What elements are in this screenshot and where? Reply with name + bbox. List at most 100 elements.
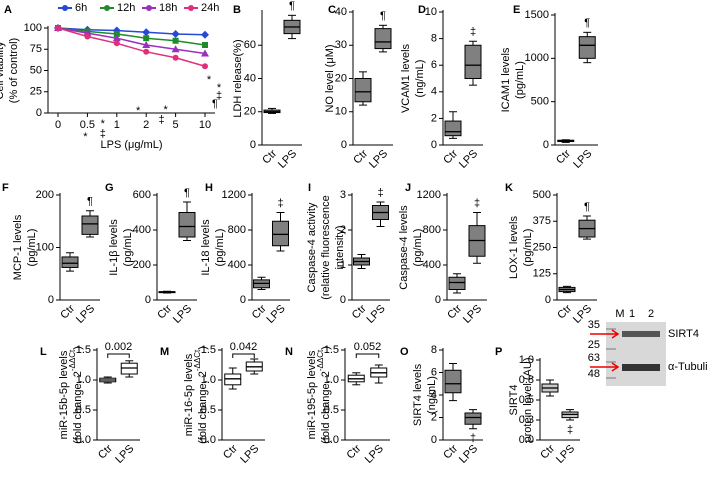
p-value-bracket (355, 353, 380, 358)
y-axis-label: IL-1β levels (108, 219, 120, 276)
y-axis-label-text: (pg/mL) (26, 229, 38, 267)
data-point (113, 30, 120, 37)
y-tick-label: 60 (244, 39, 256, 51)
y-axis-label-text: protein level (AU) (522, 358, 534, 443)
y-axis-label: (pg/mL) (214, 229, 226, 267)
y-tick-label: 200 (133, 259, 151, 271)
y-tick-label: 1.5 (76, 344, 91, 356)
y-tick-label: 100 (36, 241, 54, 253)
significance-mark: ¶ (289, 0, 295, 12)
box (444, 369, 462, 394)
box (444, 120, 462, 137)
blot-band (622, 331, 660, 337)
significance-mark: * (136, 105, 141, 117)
y-tick-label: 1200 (222, 189, 246, 201)
data-point (171, 29, 180, 38)
data-point (143, 35, 150, 42)
y-axis-label-text: (relative fluorescence (320, 195, 332, 300)
x-tick-label: 1 (114, 119, 120, 131)
y-tick-label: 400 (133, 224, 151, 236)
significance-mark: ‡ (216, 90, 222, 102)
data-point (142, 28, 151, 37)
x-tick-label: LPS (457, 148, 480, 171)
y-axis-label-sup: -ΔΔCt (68, 349, 77, 371)
significance-mark: ‡ (100, 128, 106, 140)
panel-label: B (233, 4, 241, 16)
significance-mark: ¶ (212, 98, 218, 110)
data-point (202, 42, 208, 48)
data-point (113, 40, 120, 47)
y-axis-label-end: ) (197, 346, 209, 350)
y-axis-label-text: IL-18 levels (200, 219, 212, 276)
data-point (172, 54, 179, 61)
panel-label: L (40, 346, 47, 358)
panel-label: O (400, 346, 409, 358)
y-axis-label: Caspase-4 activity (306, 202, 318, 292)
y-axis-label-end: ) (72, 346, 84, 350)
y-tick-label: 0 (543, 139, 549, 151)
y-tick-label: 20 (244, 106, 256, 118)
y-axis-label-text: miR-16-5p levels (183, 353, 195, 436)
box (448, 276, 466, 290)
y-tick-label: 1.0 (76, 374, 91, 386)
y-tick-label: 1.0 (519, 354, 534, 366)
x-tick-label: LPS (461, 303, 484, 326)
box (61, 256, 79, 268)
y-tick-label: 1.0 (201, 374, 216, 386)
y-tick-label: 1 (340, 259, 346, 271)
y-axis-label-text: Caspase-4 activity (306, 202, 318, 292)
y-axis-label: (% of control) (8, 38, 20, 103)
y-axis-label-text: VCAM1 levels (400, 43, 412, 113)
y-tick-label: 0 (48, 294, 54, 306)
significance-mark: ¶ (87, 196, 93, 208)
x-tick-label: LPS (74, 303, 97, 326)
panel-label: J (405, 182, 411, 194)
y-tick-label: 0 (250, 139, 256, 151)
y-axis-label: (ng/mL) (414, 60, 426, 98)
x-tick-label: LPS (113, 443, 136, 466)
y-axis-label: Cell viability (0, 41, 6, 100)
y-tick-label: 2 (431, 112, 437, 124)
data-point (172, 37, 179, 44)
significance-mark: ¶ (380, 10, 386, 22)
data-point (84, 33, 91, 40)
legend-marker (62, 5, 68, 11)
y-tick-label: 30 (335, 39, 347, 51)
y-axis-label: NO level (μM) (324, 44, 336, 112)
y-tick-label: 0 (145, 294, 151, 306)
box (178, 212, 196, 238)
y-axis-label: IL-18 levels (200, 219, 212, 276)
x-tick-label: 10 (199, 119, 211, 131)
y-axis-label-text: (fold change, 2 (197, 371, 209, 444)
x-tick-label: LPS (367, 148, 390, 171)
data-point (201, 49, 209, 57)
y-tick-label: 0 (545, 294, 551, 306)
y-axis-label-text: MCP-1 levels (12, 214, 24, 280)
y-tick-label: 4 (431, 389, 437, 401)
y-axis-label-text: Cell viability (0, 41, 6, 100)
y-axis-label-text: (pg/mL) (122, 229, 134, 267)
series-line (57, 27, 206, 55)
y-tick-label: 75 (30, 43, 42, 55)
legend-label: 24h (201, 2, 219, 14)
y-axis-label: (ng/mL) (426, 376, 438, 414)
y-axis-label-text: LDH release(%) (232, 39, 244, 117)
y-axis-label: LDH release(%) (232, 39, 244, 117)
y-axis-label: intensity) (334, 225, 346, 269)
significance-mark: * (217, 82, 222, 94)
y-tick-label: 2 (340, 224, 346, 236)
x-tick-label: LPS (171, 303, 194, 326)
box (272, 220, 289, 247)
x-tick-label: LPS (364, 303, 387, 326)
data-point (143, 48, 150, 55)
data-point (171, 45, 180, 53)
x-tick-label: 0.5 (80, 119, 95, 131)
y-tick-label: 600 (133, 189, 151, 201)
y-axis-label-text: (pg/mL) (522, 229, 534, 267)
y-tick-label: 800 (228, 224, 246, 236)
y-axis-label: SIRT4 (508, 385, 520, 416)
p-value: 0.042 (230, 341, 258, 353)
y-tick-label: 0 (340, 294, 346, 306)
y-tick-label: 125 (533, 268, 551, 280)
